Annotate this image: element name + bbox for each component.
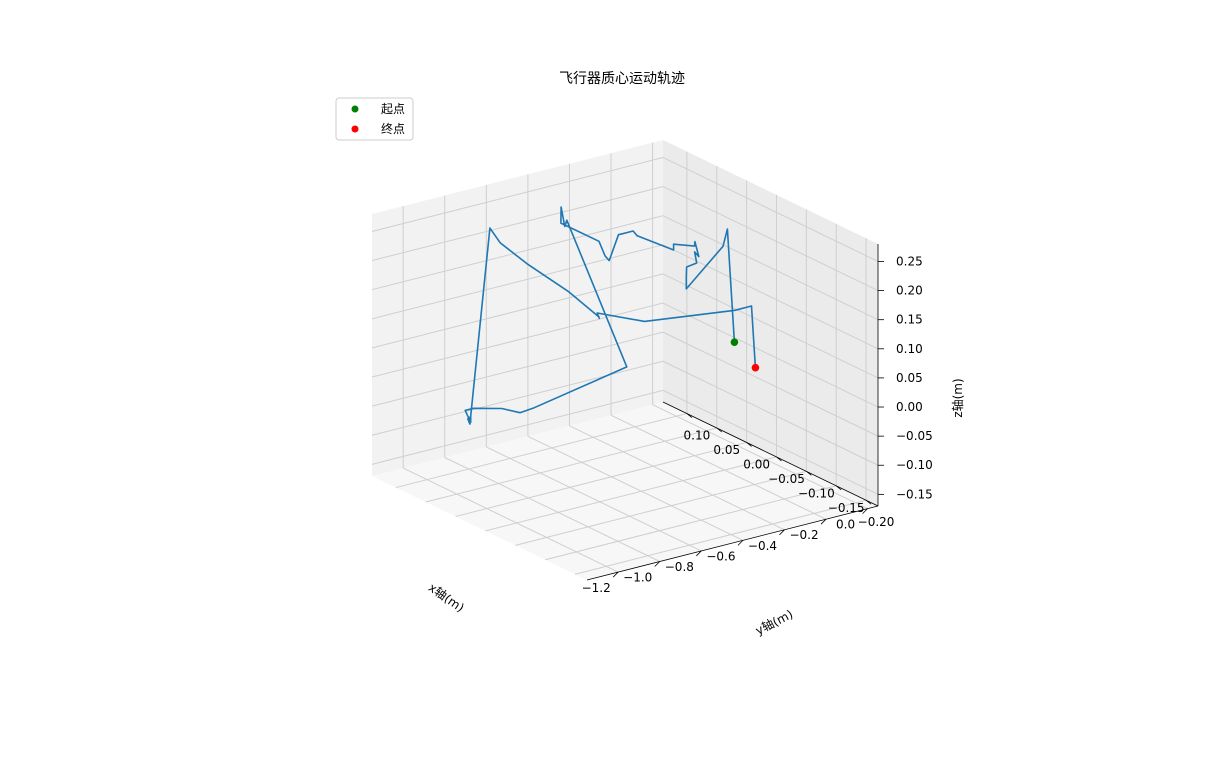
series-group [464,206,757,425]
grid-line-y-floor [395,413,688,489]
z-tick-label: 0.15 [896,313,923,327]
grid-line-y-floor [515,470,807,546]
x-axis-line [586,505,879,581]
grid-line-z-left [371,186,664,262]
grid-line-x-floor [652,404,868,510]
grid-line-z-left [371,331,664,407]
y-tick-label: −0.05 [768,472,805,486]
grid-line-y-floor [425,427,717,503]
grid-line-z-right [662,302,879,408]
z-tick-label: −0.05 [896,429,933,443]
y-tick-label: −0.20 [858,515,895,529]
x-tick-label: −0.2 [789,528,818,542]
grid-line-x-floor [527,435,744,541]
y-tick-label: 0.10 [684,429,711,443]
grid-line-z-right [662,360,879,466]
y-tick-mark [865,499,872,505]
x-tick-mark [696,550,702,557]
y-tick-label: 0.05 [713,443,740,457]
y-tick-mark [776,456,782,462]
x-tick-label: −0.8 [665,560,694,574]
chart-title: 飞行器质心运动轨迹 [559,71,685,87]
z-tick-label: 0.00 [896,400,923,414]
y-tick-label: −0.15 [828,501,865,515]
grid-line-x-floor [486,446,702,552]
y-tick-mark [806,471,812,476]
x-tick-mark [862,508,868,514]
x-tick-mark [737,540,744,546]
grid-line-z-right [662,244,879,350]
grid-line-z-left [371,360,664,436]
grid-line-x-floor [402,467,619,573]
legend: 起点 终点 [335,97,414,141]
legend-label-start: 起点 [381,102,405,116]
x-tick-mark [820,518,827,525]
grid-line-z-right [662,215,879,321]
grid-line-x-floor [444,457,660,562]
grid-line-z-left [371,244,664,320]
tick-labels: −1.2−1.0−0.8−0.6−0.4−0.20.0 −0.20−0.15−0.… [582,254,933,595]
y-axis-line [662,401,879,507]
grid-line-y-floor [485,456,777,532]
x-tick-mark [779,529,785,536]
z-tick-label: 0.05 [896,371,923,385]
y-tick-label: 0.00 [743,457,770,471]
x-tick-mark [654,561,661,567]
grid-line-z-left [371,215,664,291]
x-tick-label: −0.6 [706,549,735,563]
start-point-marker [730,338,739,346]
z-tick-label: −0.15 [896,487,933,501]
z-tick-label: 0.20 [896,284,923,298]
y-tick-mark [716,427,722,433]
x-tick-label: 0.0 [836,518,855,532]
z-axis-title: z轴(m) [950,378,965,417]
marker-group [730,338,760,372]
y-tick-mark [746,442,752,447]
grid-line-z-left [371,273,664,349]
trajectory-line [464,206,757,425]
z-tick-label: 0.10 [896,342,923,356]
axis-lines [586,244,879,581]
z-tick-label: 0.25 [896,254,923,268]
y-axis-title: y轴(m) [753,606,796,638]
grid-line-y-floor [574,499,867,575]
grid-line-z-right [662,273,879,379]
grid-line-z-right [662,389,879,495]
grid-line-x-floor [610,414,827,520]
grid-line-z-right [662,331,879,437]
grid-line-x-floor [569,425,785,531]
grid-line-y-floor [545,485,837,561]
y-tick-label: −0.10 [798,486,835,500]
legend-label-end: 终点 [381,121,405,136]
y-tick-mark [835,485,842,491]
grid-line-z-right [662,186,879,292]
grid-line-z-left [371,156,664,232]
x-tick-label: −0.4 [748,539,777,553]
z-tick-label: −0.10 [896,458,933,472]
legend-marker-start [351,105,359,113]
x-tick-mark [612,571,619,578]
end-point-marker [751,363,760,372]
grid-line-z-left [371,389,664,465]
x-axis-title: x轴(m) [426,580,467,615]
x-tick-label: −1.2 [582,581,611,595]
grid-lines [371,142,879,575]
y-tick-mark [686,413,693,418]
legend-marker-end [351,125,359,133]
grid-line-y-floor [455,441,747,517]
grid-line-z-right [662,157,879,262]
x-tick-label: −1.0 [623,571,652,585]
